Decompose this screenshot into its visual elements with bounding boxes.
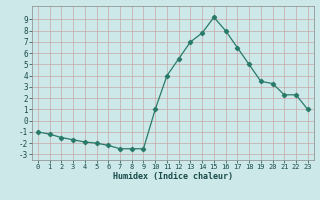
X-axis label: Humidex (Indice chaleur): Humidex (Indice chaleur): [113, 172, 233, 181]
